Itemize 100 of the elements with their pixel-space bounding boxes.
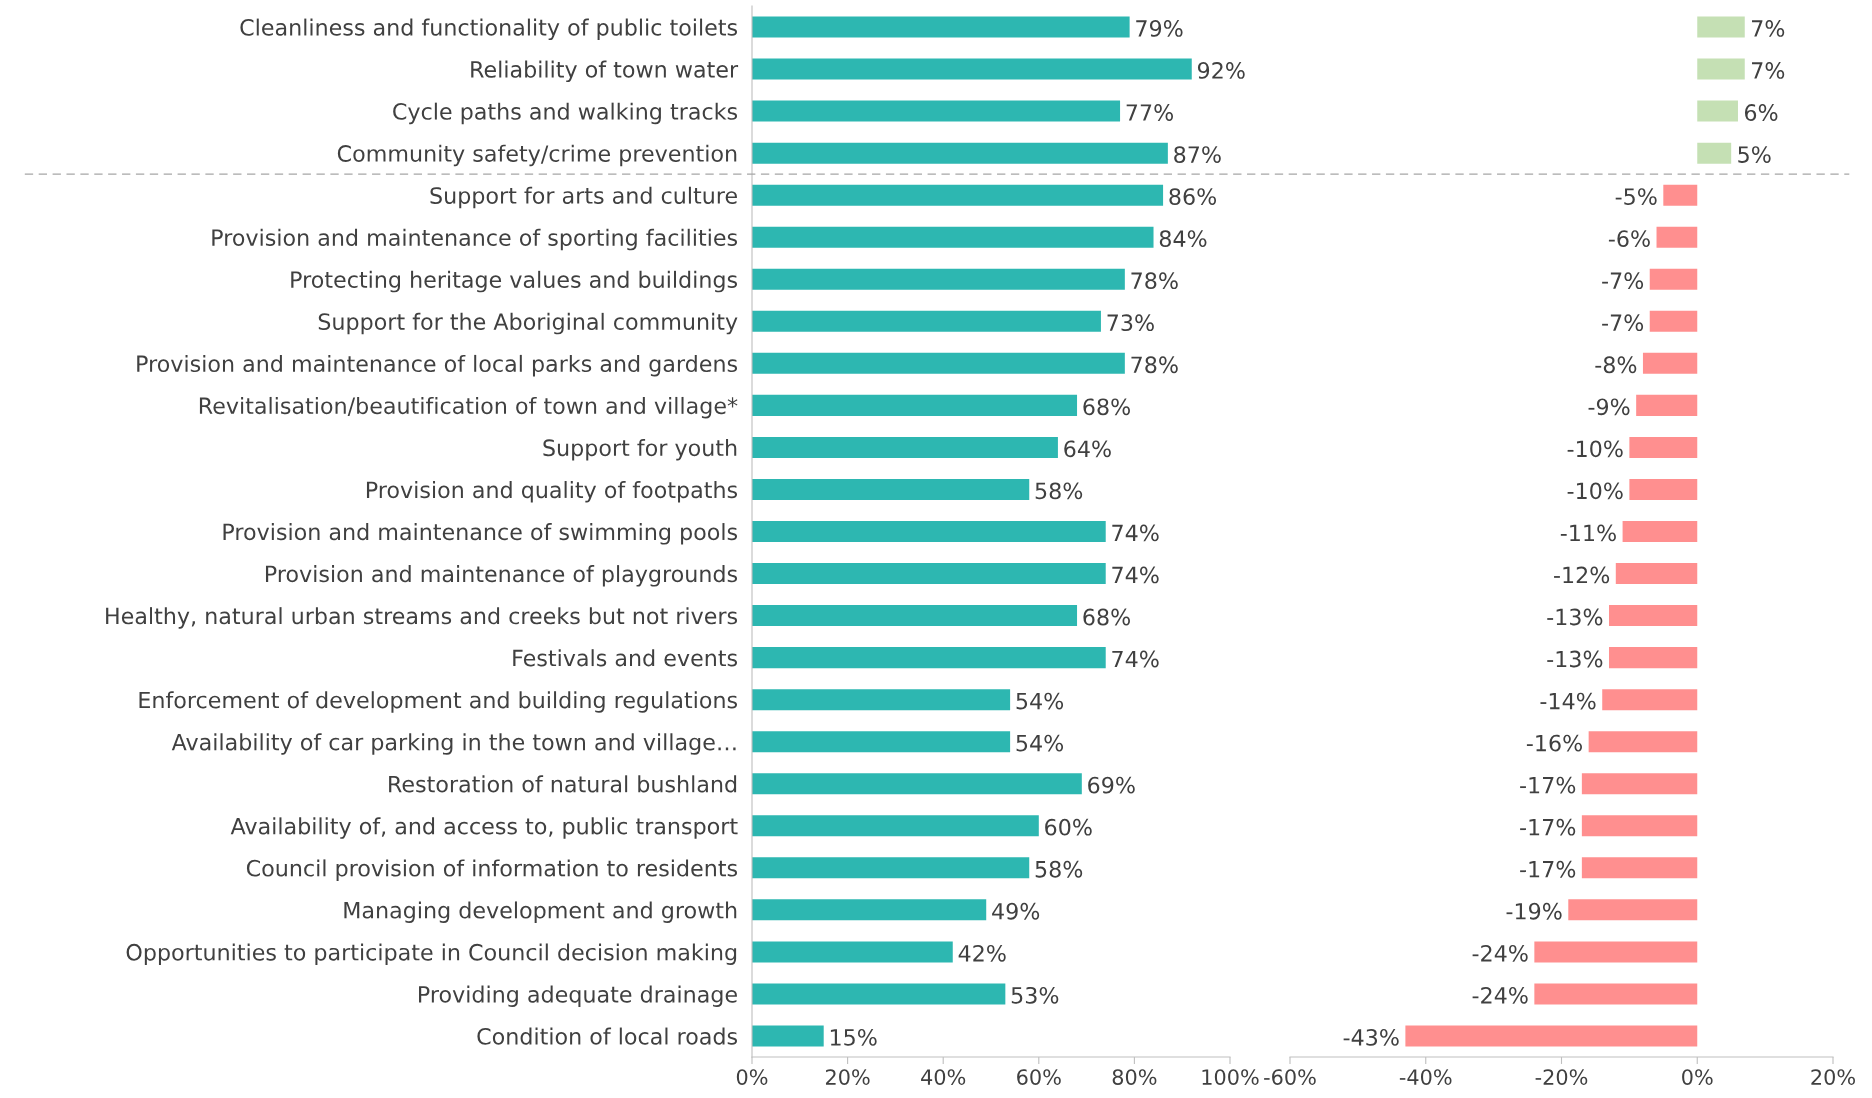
bar bbox=[1568, 899, 1698, 921]
data-label: 92% bbox=[1197, 62, 1245, 79]
y-tick-label: Festivals and events bbox=[513, 649, 738, 667]
bar bbox=[752, 100, 1121, 122]
y-tick-label: Cleanliness and functionality of public toilets bbox=[240, 18, 738, 41]
bar bbox=[752, 1025, 824, 1047]
y-tick-label: Support for arts and culture bbox=[430, 186, 737, 209]
bar bbox=[752, 563, 1106, 585]
bar bbox=[752, 310, 1101, 332]
x-tick-label: 0% bbox=[1682, 1069, 1713, 1085]
x-tick-label: 60% bbox=[1017, 1069, 1061, 1085]
y-tick-label: Provision and maintenance of swimming pools bbox=[223, 523, 738, 545]
data-label: -17% bbox=[1520, 818, 1576, 836]
data-label: 64% bbox=[1064, 440, 1111, 458]
bar bbox=[752, 184, 1164, 206]
bar bbox=[752, 941, 953, 963]
bar bbox=[1697, 16, 1745, 38]
bar bbox=[1581, 815, 1698, 837]
y-tick-label: Restoration of natural bushland bbox=[389, 775, 737, 793]
data-label: -9% bbox=[1588, 398, 1630, 416]
data-label: 74% bbox=[1112, 650, 1159, 668]
bar bbox=[1609, 647, 1698, 669]
y-tick-label: Protecting heritage values and buildings bbox=[291, 270, 738, 293]
bar bbox=[1649, 310, 1698, 332]
x-tick-label: 0% bbox=[736, 1069, 768, 1085]
y-tick-label: Opportunities to participate in Council decision making bbox=[126, 943, 737, 965]
bar bbox=[1629, 478, 1698, 500]
bar bbox=[752, 605, 1078, 627]
bar bbox=[752, 142, 1168, 164]
data-label: -6% bbox=[1608, 230, 1650, 248]
data-label: -7% bbox=[1602, 272, 1644, 290]
data-label: -24% bbox=[1472, 944, 1528, 962]
bar bbox=[752, 689, 1011, 711]
bar bbox=[1697, 58, 1745, 80]
bar bbox=[1697, 100, 1738, 122]
data-label: 74% bbox=[1112, 524, 1159, 542]
y-tick-label: Provision and maintenance of playgrounds bbox=[265, 565, 738, 587]
data-label: 54% bbox=[1016, 692, 1064, 710]
data-label: 78% bbox=[1131, 356, 1178, 374]
y-tick-label: Availability of, and access to, public transport bbox=[230, 817, 738, 839]
data-label: 79% bbox=[1136, 20, 1183, 37]
bar bbox=[1602, 689, 1698, 711]
data-label: -10% bbox=[1567, 482, 1623, 500]
x-tick-label: 20% bbox=[825, 1069, 870, 1085]
bar bbox=[1642, 352, 1698, 374]
data-label: 58% bbox=[1035, 482, 1083, 500]
data-label: 15% bbox=[830, 1028, 877, 1046]
y-tick-label: Provision and quality of footpaths bbox=[366, 481, 738, 503]
y-tick-label: Support for the Aboriginal community bbox=[318, 312, 738, 335]
x-tick-label: -60% bbox=[1264, 1069, 1316, 1085]
bar bbox=[1615, 563, 1698, 585]
bar bbox=[752, 520, 1106, 543]
data-label: -8% bbox=[1595, 356, 1637, 374]
bar bbox=[752, 268, 1125, 290]
bar bbox=[1649, 268, 1698, 290]
data-label: 78% bbox=[1131, 272, 1178, 290]
bar bbox=[1405, 1025, 1698, 1047]
data-label: -7% bbox=[1602, 314, 1644, 332]
y-tick-label: Provision and maintenance of local parks and gardens bbox=[137, 354, 738, 377]
bar bbox=[1656, 226, 1698, 248]
bar bbox=[1609, 605, 1698, 627]
bar bbox=[1629, 436, 1698, 458]
data-label: -14% bbox=[1540, 692, 1596, 710]
bar bbox=[752, 352, 1125, 374]
data-label: 68% bbox=[1083, 608, 1130, 626]
data-label: -24% bbox=[1472, 986, 1528, 1004]
data-label: -17% bbox=[1520, 776, 1576, 794]
bar bbox=[1581, 773, 1698, 795]
bar bbox=[1663, 184, 1698, 206]
data-label: -11% bbox=[1560, 524, 1616, 542]
y-tick-label: Cycle paths and walking tracks bbox=[393, 102, 738, 125]
data-label: -19% bbox=[1506, 902, 1562, 920]
x-tick-label: 40% bbox=[921, 1069, 966, 1085]
bar bbox=[752, 773, 1082, 795]
y-tick-label: Condition of local roads bbox=[477, 1027, 738, 1045]
bar bbox=[752, 983, 1006, 1005]
bar bbox=[1534, 941, 1698, 963]
bar bbox=[752, 16, 1130, 38]
x-tick-label: 100% bbox=[1202, 1069, 1259, 1085]
data-label: 73% bbox=[1107, 314, 1154, 332]
data-label: -13% bbox=[1547, 650, 1603, 668]
data-label: 68% bbox=[1083, 398, 1130, 416]
bar bbox=[1534, 983, 1698, 1005]
data-label: 87% bbox=[1174, 146, 1221, 163]
data-label: -10% bbox=[1567, 440, 1623, 458]
x-tick-label: -40% bbox=[1399, 1069, 1452, 1085]
bar bbox=[1636, 394, 1698, 416]
data-label: -17% bbox=[1520, 860, 1576, 878]
bar bbox=[752, 815, 1039, 837]
x-tick-label: 80% bbox=[1112, 1069, 1157, 1085]
bar bbox=[752, 58, 1192, 80]
y-tick-label: Community safety/crime prevention bbox=[337, 144, 737, 167]
y-tick-label: Enforcement of development and building regulations bbox=[139, 691, 738, 713]
data-label: 7% bbox=[1752, 62, 1785, 79]
data-label: -13% bbox=[1547, 608, 1603, 626]
y-tick-label: Provision and maintenance of sporting facilities bbox=[212, 228, 738, 251]
y-tick-label: Reliability of town water bbox=[471, 60, 739, 83]
bar bbox=[752, 436, 1058, 458]
y-tick-label: Managing development and growth bbox=[344, 901, 737, 923]
y-tick-label: Revitalisation/beautification of town and village* bbox=[199, 396, 738, 419]
